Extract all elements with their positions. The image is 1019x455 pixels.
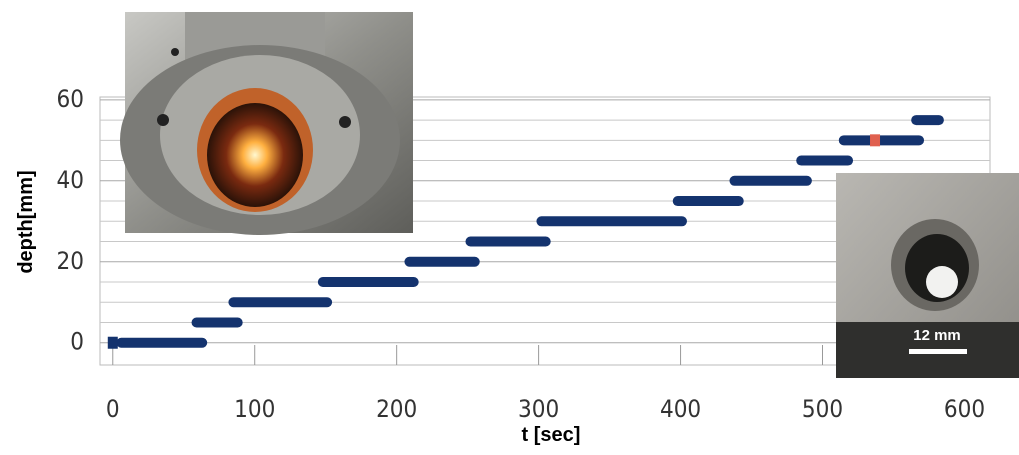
chart: 02040600100200300400500600 t [sec] depth… <box>0 0 1019 455</box>
x-axis-label: t [sec] <box>522 424 581 446</box>
y-tick-label: 20 <box>57 247 84 275</box>
y-tick-label: 0 <box>70 328 84 356</box>
y-tick-label: 40 <box>57 166 84 194</box>
y-tick-label: 60 <box>57 85 84 113</box>
scale-label: 12 mm <box>913 327 961 344</box>
photo-drilled-hole: 12 mm <box>836 173 1019 378</box>
x-tick-label: 400 <box>660 395 701 423</box>
x-tick-label: 0 <box>106 395 120 423</box>
point-marker <box>870 134 880 146</box>
x-tick-label: 200 <box>376 395 417 423</box>
x-tick-label: 100 <box>234 395 275 423</box>
x-tick-label: 300 <box>518 395 559 423</box>
x-tick-label: 500 <box>802 395 843 423</box>
y-axis-label: depth[mm] <box>15 170 37 273</box>
x-tick-label: 600 <box>944 395 985 423</box>
point-marker <box>108 337 118 349</box>
photo-drill-head <box>120 12 413 235</box>
